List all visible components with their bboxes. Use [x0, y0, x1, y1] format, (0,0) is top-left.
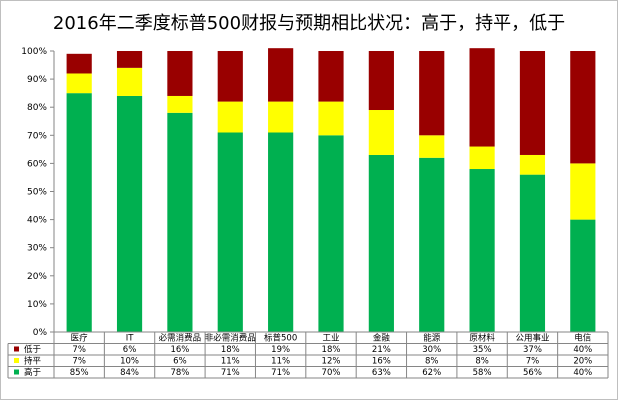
bar-segment-金融-持平	[368, 110, 394, 155]
y-tick-label: 80%	[27, 103, 47, 113]
bar-segment-公用事业-低于	[519, 51, 546, 155]
bar-segment-非必需消费品-高于	[217, 132, 243, 332]
data-label: 6%	[123, 345, 137, 355]
data-label: 18%	[221, 345, 240, 355]
category-label: 电信	[574, 333, 592, 344]
data-label: 11%	[221, 357, 240, 367]
legend-swatch-持平	[14, 358, 19, 363]
legend-swatch-高于	[14, 369, 19, 375]
category-label: 非必需消费品	[205, 333, 256, 344]
data-label: 71%	[221, 368, 240, 378]
legend-label: 持平	[24, 356, 42, 367]
data-label: 78%	[170, 368, 189, 378]
data-label: 62%	[422, 368, 441, 378]
data-label: 85%	[70, 368, 89, 378]
bar-segment-金融-高于	[368, 154, 394, 332]
data-label: 70%	[322, 368, 341, 378]
y-tick-label: 70%	[27, 131, 47, 141]
category-label: 金融	[373, 333, 391, 344]
category-label: 公用事业	[515, 333, 549, 344]
legend-label: 高于	[24, 367, 42, 378]
category-label: 必需消费品	[159, 333, 202, 344]
category-label: 医疗	[71, 333, 89, 344]
bar-segment-原材料-持平	[469, 146, 495, 170]
data-label: 6%	[173, 357, 187, 367]
data-label: 19%	[271, 345, 290, 355]
bar-segment-金融-低于	[368, 51, 394, 111]
y-tick-label: 90%	[27, 75, 47, 85]
data-label: 37%	[523, 345, 542, 355]
data-label: 21%	[372, 345, 391, 355]
data-label: 16%	[170, 345, 189, 355]
bar-segment-工业-持平	[318, 101, 344, 136]
bar-segment-公用事业-高于	[519, 174, 546, 332]
bar-segment-IT-持平	[116, 67, 143, 96]
category-label: 原材料	[469, 333, 495, 344]
data-label: 58%	[473, 368, 492, 378]
data-label: 30%	[422, 345, 441, 355]
data-label: 7%	[72, 357, 86, 367]
y-tick-label: 30%	[27, 244, 47, 254]
bar-segment-能源-低于	[419, 51, 445, 136]
data-label: 71%	[271, 368, 290, 378]
legend-swatch-低于	[14, 346, 19, 352]
bar-segment-非必需消费品-持平	[217, 101, 243, 133]
category-label: IT	[126, 334, 135, 344]
bar-segment-医疗-持平	[66, 73, 92, 94]
bar-segment-必需消费品-持平	[167, 95, 193, 113]
bar-segment-能源-高于	[419, 157, 445, 332]
chart-title: 2016年二季度标普500财报与预期相比状况：高于，持平，低于	[52, 13, 566, 34]
bar-segment-必需消费品-高于	[167, 112, 193, 332]
data-label: 7%	[526, 357, 540, 367]
data-label: 16%	[372, 357, 391, 367]
bar-segment-IT-低于	[116, 51, 143, 68]
legend-label: 低于	[24, 344, 42, 355]
bar-segment-原材料-高于	[469, 169, 495, 332]
data-label: 11%	[271, 357, 290, 367]
y-tick-label: 0%	[33, 328, 48, 338]
data-label: 10%	[120, 357, 139, 367]
bar-segment-电信-持平	[570, 163, 596, 220]
data-label: 7%	[72, 345, 86, 355]
y-tick-label: 20%	[27, 272, 47, 282]
bar-segment-医疗-低于	[66, 53, 92, 74]
data-label: 40%	[573, 345, 592, 355]
data-label: 18%	[322, 345, 341, 355]
bar-segment-标普500-高于	[268, 132, 294, 332]
bar-segment-电信-高于	[570, 219, 596, 332]
data-label: 63%	[372, 368, 391, 378]
bar-segment-医疗-高于	[66, 93, 92, 333]
data-label: 40%	[573, 368, 592, 378]
data-label: 56%	[523, 368, 542, 378]
bar-segment-电信-低于	[570, 51, 596, 164]
category-label: 标普500	[264, 333, 297, 344]
bar-segment-公用事业-持平	[519, 154, 546, 175]
data-label: 20%	[573, 357, 592, 367]
y-tick-label: 40%	[27, 216, 47, 226]
data-label: 12%	[322, 357, 341, 367]
bar-segment-工业-高于	[318, 135, 344, 332]
category-label: 能源	[423, 333, 441, 344]
bar-segment-标普500-持平	[268, 101, 294, 133]
bar-segment-IT-高于	[116, 95, 143, 333]
y-tick-label: 60%	[27, 159, 47, 169]
y-tick-label: 100%	[21, 47, 47, 57]
bar-segment-能源-持平	[419, 135, 445, 158]
bar-segment-标普500-低于	[268, 48, 294, 102]
data-label: 35%	[473, 345, 492, 355]
bar-segment-必需消费品-低于	[167, 51, 193, 96]
category-label: 工业	[322, 333, 339, 344]
y-tick-label: 10%	[27, 300, 47, 310]
bar-segment-非必需消费品-低于	[217, 51, 243, 102]
y-tick-label: 50%	[27, 188, 47, 198]
bar-segment-工业-低于	[318, 51, 344, 102]
data-label: 8%	[475, 357, 489, 367]
data-label: 84%	[120, 368, 139, 378]
bar-segment-原材料-低于	[469, 48, 495, 147]
data-label: 8%	[425, 357, 439, 367]
